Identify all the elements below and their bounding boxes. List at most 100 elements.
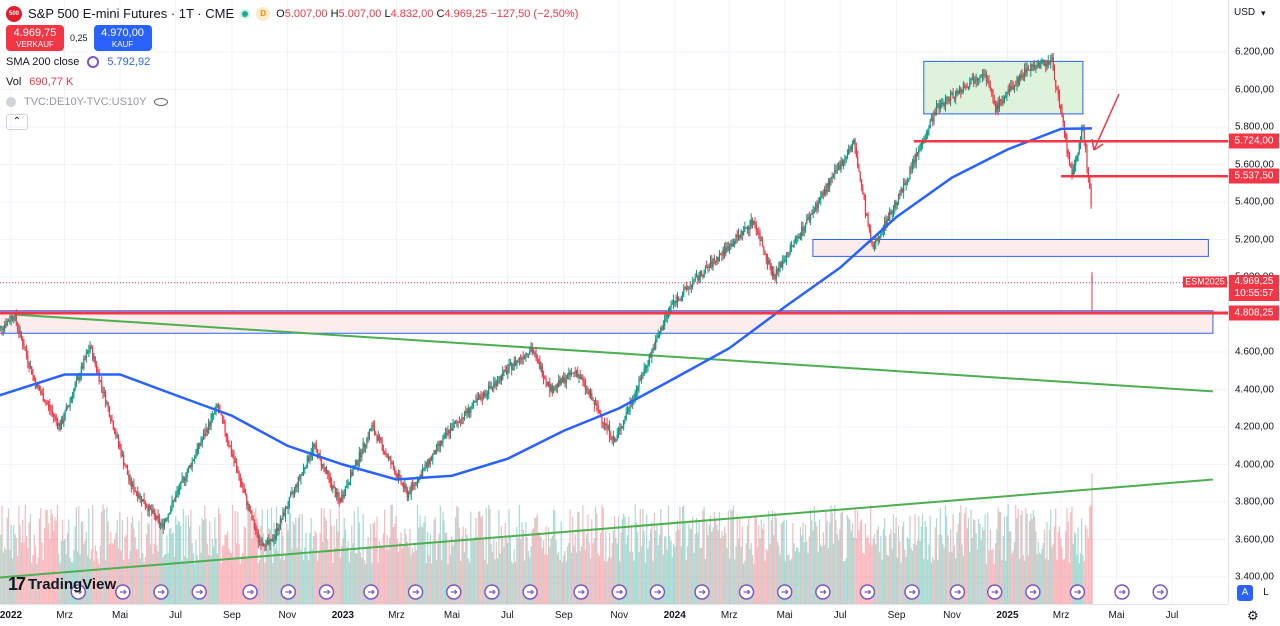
- candle-body: [69, 400, 71, 405]
- candle-body: [948, 99, 950, 102]
- candle-body: [1003, 97, 1006, 101]
- volume-bar: [821, 546, 823, 604]
- candle-body: [248, 504, 250, 511]
- volume-bar: [482, 539, 485, 604]
- auto-scale-button[interactable]: A: [1237, 585, 1253, 601]
- volume-bar: [327, 539, 329, 604]
- volume-bar: [132, 516, 134, 604]
- delayed-data-badge[interactable]: D: [256, 6, 271, 21]
- volume-bar: [621, 519, 623, 604]
- time-tick-label: Jul: [500, 610, 514, 621]
- candle-body: [981, 73, 984, 77]
- volume-bar: [863, 553, 865, 604]
- candle-body: [194, 456, 196, 460]
- volume-bar: [1028, 521, 1031, 604]
- candle-body: [125, 466, 127, 469]
- candle-body: [328, 474, 330, 477]
- symbol-title[interactable]: S&P 500 E-mini Futures · 1T · CME: [28, 6, 235, 21]
- volume-bar: [465, 528, 467, 604]
- volume-bar: [716, 524, 718, 604]
- volume-bar: [702, 510, 704, 604]
- volume-bar: [94, 545, 96, 604]
- volume-bar: [69, 557, 71, 604]
- volume-bar: [699, 548, 701, 604]
- volume-bar: [649, 529, 652, 604]
- candle-body: [507, 369, 509, 374]
- volume-bar: [319, 533, 321, 604]
- market-status-icon[interactable]: [240, 8, 251, 19]
- indicator-volume[interactable]: Vol 690,77 K: [6, 75, 74, 88]
- currency-selector[interactable]: USD: [1234, 7, 1256, 18]
- candle-body: [1028, 69, 1031, 71]
- volume-bar: [1, 505, 3, 604]
- candle-body: [148, 505, 150, 512]
- volume-bar: [935, 518, 938, 604]
- eye-icon[interactable]: [154, 97, 169, 106]
- volume-bar: [623, 513, 625, 604]
- candle-body: [1085, 140, 1087, 149]
- candle-body: [314, 444, 316, 446]
- chevron-down-icon[interactable]: ▾: [1261, 8, 1266, 18]
- gear-icon[interactable]: ⚙: [1247, 608, 1259, 623]
- candle-body: [561, 377, 564, 382]
- candle-body: [444, 433, 447, 436]
- volume-bar: [1038, 552, 1041, 604]
- volume-bar: [872, 538, 874, 604]
- volume-bar: [976, 548, 979, 604]
- candle-body: [603, 423, 606, 426]
- sell-button[interactable]: 4.969,75 VERKAUF: [6, 25, 64, 51]
- candle-body: [251, 511, 253, 520]
- candle-body: [196, 448, 198, 456]
- candle-body: [325, 469, 328, 472]
- candle-body: [783, 260, 785, 262]
- volume-bar: [168, 528, 171, 604]
- volume-bar: [560, 521, 562, 604]
- volume-bar: [86, 555, 89, 604]
- candle-body: [6, 320, 8, 326]
- volume-bar: [71, 562, 74, 604]
- candle-body: [698, 277, 700, 281]
- volume-bar: [690, 528, 693, 604]
- volume-bar: [1050, 509, 1052, 604]
- indicator-sma[interactable]: SMA 200 close 5.792,92: [6, 55, 151, 68]
- volume-bar: [967, 517, 970, 604]
- candle-body: [310, 454, 312, 458]
- candle-body: [921, 142, 924, 144]
- price-tick-label: 3.800,00: [1235, 496, 1274, 508]
- buy-button[interactable]: 4.970,00 KAUF: [93, 25, 152, 51]
- volume-bar: [190, 509, 192, 604]
- volume-bar: [405, 534, 407, 604]
- indicator-spread[interactable]: TVC:DE10Y-TVC:US10Y: [6, 92, 578, 111]
- volume-bar: [448, 541, 450, 604]
- price-chart[interactable]: [0, 0, 1228, 604]
- volume-bar: [878, 552, 881, 604]
- event-arrow-glyph: [158, 589, 165, 595]
- candle-body: [768, 260, 770, 264]
- event-arrow-glyph: [488, 589, 496, 595]
- candle-body: [46, 402, 48, 405]
- volume-bar: [433, 520, 435, 604]
- candle-body: [38, 387, 41, 391]
- volume-bar: [839, 529, 841, 604]
- candle-body: [18, 328, 20, 333]
- candle-body: [395, 473, 397, 475]
- volume-bar: [53, 530, 55, 604]
- volume-bar: [286, 523, 288, 604]
- candle-body: [1033, 64, 1036, 68]
- price-tick-label: 3.600,00: [1235, 534, 1274, 545]
- price-axis[interactable]: 6.200,00 6.000,00 5.800,00 5.600,00 5.400,00…: [1228, 0, 1280, 604]
- volume-bar: [785, 519, 788, 604]
- log-scale-button[interactable]: L: [1263, 587, 1269, 598]
- candle-body: [481, 398, 483, 400]
- time-axis[interactable]: 2022 Mrz Mai Jul Sep Nov 2023 Mrz Mai Jul Sep Nov 20…: [0, 604, 1228, 626]
- candle-body: [788, 252, 790, 257]
- volume-bar: [397, 551, 400, 604]
- candle-body: [929, 121, 931, 129]
- volume-bar: [308, 560, 310, 604]
- collapse-legend-button[interactable]: ⌃: [6, 114, 28, 130]
- candle-body: [614, 437, 616, 442]
- candle-body: [908, 178, 910, 182]
- volume-bar: [694, 533, 696, 604]
- volume-bar: [583, 531, 585, 604]
- volume-bar: [1060, 538, 1062, 604]
